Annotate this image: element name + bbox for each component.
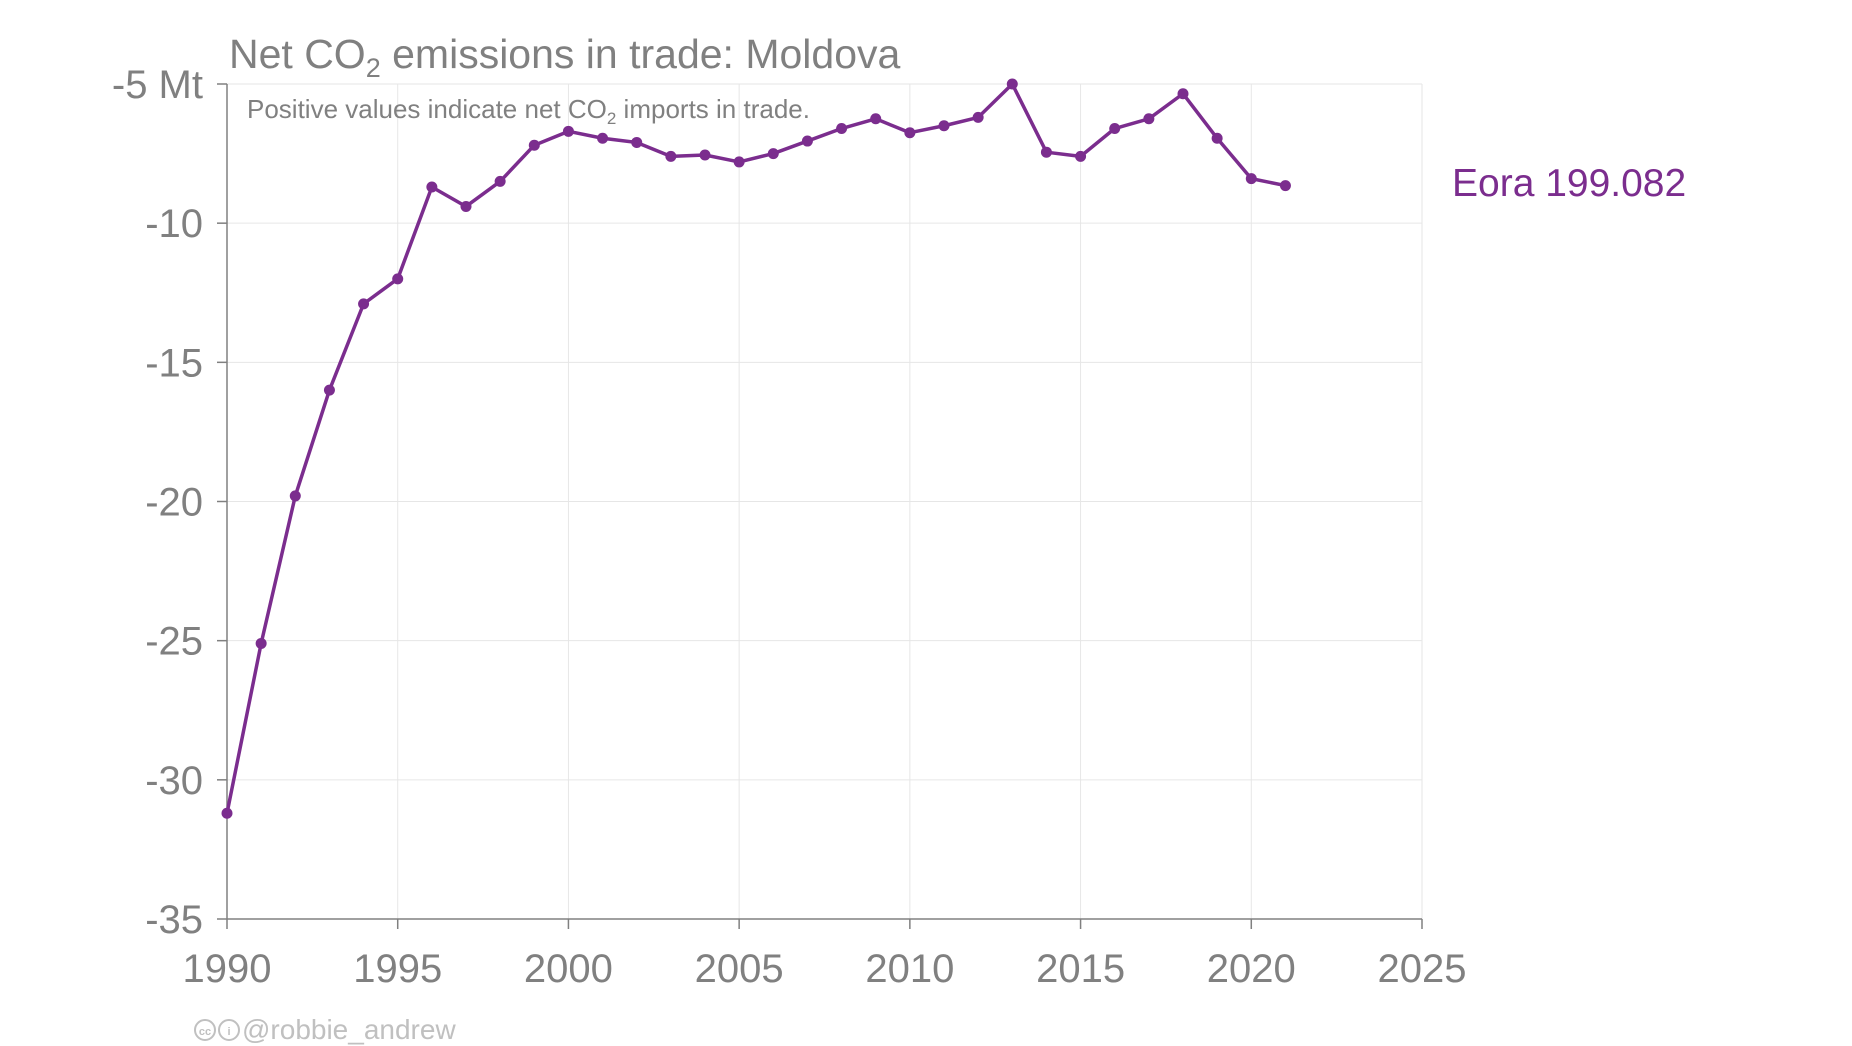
data-point (665, 150, 677, 162)
data-point (597, 132, 609, 144)
chart-subtitle-after: imports in trade. (616, 94, 810, 124)
chart-title: Net CO2 emissions in trade: Moldova (229, 31, 900, 83)
data-point (358, 298, 370, 310)
y-tick-labels: -35 -30 -25 -20 -15 -10 -5 Mt (112, 63, 203, 942)
series-label: Eora 199.082 (1452, 162, 1686, 205)
data-point (528, 139, 540, 151)
x-tick-label: 2020 (1207, 947, 1296, 991)
cc-icon: cc (194, 1019, 216, 1041)
data-point (562, 125, 574, 137)
x-tick-label: 2025 (1378, 947, 1467, 991)
series-points (221, 78, 1291, 819)
data-point (870, 113, 882, 125)
y-tick-label: -25 (145, 620, 203, 664)
series-lines (225, 82, 1286, 814)
by-icon: i (218, 1019, 240, 1041)
x-tick-label: 2010 (865, 947, 954, 991)
grid (226, 83, 1423, 920)
data-point (733, 156, 745, 168)
chart-subtitle-sub: 2 (607, 109, 616, 128)
data-point (1177, 88, 1189, 100)
data-point (1143, 113, 1155, 125)
data-point (221, 807, 233, 819)
data-point (972, 111, 984, 123)
y-tick-label: -20 (145, 481, 203, 525)
data-point (1245, 173, 1257, 185)
data-point (631, 136, 643, 148)
data-point (1075, 150, 1087, 162)
data-point (699, 149, 711, 161)
y-tick-label: -35 (145, 898, 203, 942)
data-point (1040, 146, 1052, 158)
data-point (801, 135, 813, 147)
chart-subtitle-before: Positive values indicate net CO (247, 94, 607, 124)
data-point (392, 273, 404, 285)
data-point (255, 637, 267, 649)
credit-handle: @robbie_andrew (242, 1014, 456, 1045)
x-tick-label: 2015 (1036, 947, 1125, 991)
y-tick-label: -15 (145, 341, 203, 385)
chart-subtitle: Positive values indicate net CO2 imports… (247, 94, 810, 128)
data-point (767, 148, 779, 160)
data-point (836, 123, 848, 135)
credit: cc i @robbie_andrew (194, 1014, 456, 1046)
data-point (289, 490, 301, 502)
data-point (938, 120, 950, 132)
x-tick-label: 2000 (524, 947, 613, 991)
x-tick-label: 1995 (353, 947, 442, 991)
data-point (323, 384, 335, 396)
data-point (426, 181, 438, 193)
y-tick-label: -30 (145, 759, 203, 803)
data-point (1109, 123, 1121, 135)
chart-title-after: emissions in trade: Moldova (381, 31, 901, 77)
chart-title-before: Net CO (229, 31, 366, 77)
x-tick-label: 2005 (695, 947, 784, 991)
data-point (1279, 180, 1291, 192)
data-point (460, 200, 472, 212)
chart-title-sub: 2 (366, 53, 381, 83)
data-point (494, 175, 506, 187)
x-tick-labels: 1990 1995 2000 2005 2010 2015 2020 2025 (183, 947, 1467, 991)
series-line (225, 82, 1286, 814)
y-tick-label: -10 (145, 202, 203, 246)
x-tick-label: 1990 (183, 947, 272, 991)
y-tick-label: -5 Mt (112, 63, 203, 107)
data-point (1211, 132, 1223, 144)
data-point (1006, 78, 1018, 90)
data-point (904, 127, 916, 139)
axes (217, 83, 1423, 929)
